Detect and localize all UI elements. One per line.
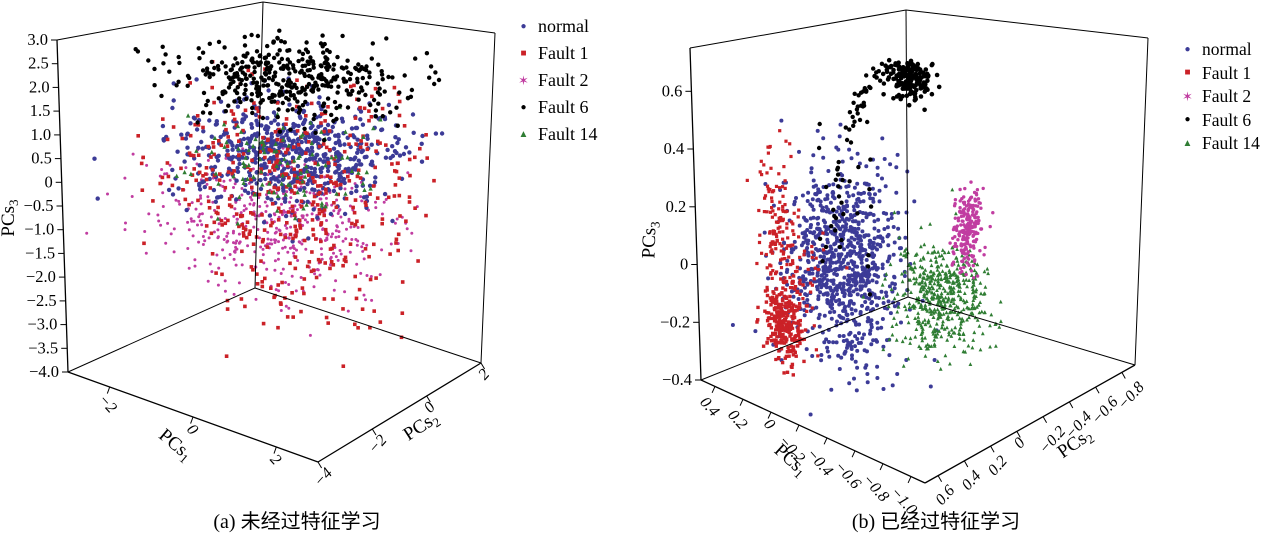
legend-item-label: Fault 14 bbox=[538, 124, 598, 144]
legend-plot-a: ● normal ■ Fault 1 ✶ Fault 2 ● Fault 6 ▲ Fault 14 bbox=[516, 13, 598, 148]
legend-item-normal: ● normal bbox=[1180, 38, 1260, 62]
z-tick-label: −1.5 bbox=[25, 243, 55, 262]
z-tick-label: 0.5 bbox=[31, 149, 52, 168]
cluster-fault6-blob bbox=[874, 57, 942, 113]
cluster-fault6-scatter bbox=[816, 117, 874, 297]
legend-item-label: normal bbox=[1202, 39, 1252, 60]
legend-item-fault-1: ■ Fault 1 bbox=[1180, 62, 1260, 86]
z-tick-label: −4.0 bbox=[29, 362, 59, 381]
z-tick-label: −0.2 bbox=[660, 312, 690, 331]
legend-item-fault-14: ▲ Fault 14 bbox=[1180, 132, 1260, 156]
cluster-fault1-blob bbox=[755, 262, 809, 377]
legend-item-label: Fault 1 bbox=[538, 43, 589, 63]
z-tick-label: 0.2 bbox=[666, 197, 687, 216]
z-tick-label: −2.0 bbox=[26, 267, 56, 286]
legend-item-label: Fault 1 bbox=[1202, 62, 1252, 83]
x-tick-label: 0.2 bbox=[724, 407, 750, 433]
cluster-normal-cloud bbox=[92, 76, 445, 244]
star-marker-icon: ✶ bbox=[518, 73, 529, 88]
x-tick-label: −2 bbox=[95, 391, 120, 416]
y-tick-label: −4 bbox=[311, 465, 336, 490]
z-tick-label: 1.5 bbox=[30, 101, 51, 120]
y-axis-title: PCs2 bbox=[400, 407, 444, 447]
z-tick-label: 1.0 bbox=[30, 125, 51, 144]
circle-marker-icon: ● bbox=[1184, 114, 1191, 126]
square-marker-icon: ■ bbox=[520, 47, 527, 59]
circle-marker-icon: ● bbox=[520, 20, 527, 32]
caption-plot-a: (a) 未经过特征学习 bbox=[213, 511, 381, 533]
y-tick-label: −2 bbox=[365, 432, 390, 457]
legend-item-fault-2: ✶ Fault 2 bbox=[1180, 85, 1260, 109]
z-axis-title: PCs3 bbox=[638, 221, 662, 259]
legend-item-fault-6: ● Fault 6 bbox=[516, 94, 598, 121]
square-marker-icon: ■ bbox=[1184, 67, 1191, 79]
y-tick-label: 0.2 bbox=[985, 453, 1011, 479]
cluster-fault1-scatter bbox=[771, 215, 849, 358]
z-tick-label: 0.4 bbox=[664, 139, 685, 158]
z-tick-label: −2.5 bbox=[27, 291, 57, 310]
cluster-fault6-band bbox=[133, 28, 442, 143]
x-tick-label: 0 bbox=[183, 421, 201, 438]
z-tick-label: −3.0 bbox=[27, 315, 57, 334]
plot-a: 3.0 2.5 2.0 1.5 1.0 0.5 0 −0.5 −1.0 −1.5 −2.0 −2.5 −… bbox=[0, 1, 496, 490]
triangle-marker-icon: ▲ bbox=[518, 128, 529, 140]
triangle-marker-icon: ▲ bbox=[1182, 137, 1193, 149]
z-tick-label: −1.0 bbox=[24, 220, 54, 239]
x-tick-label: 2 bbox=[266, 451, 284, 468]
z-tick-label: −0.5 bbox=[24, 196, 54, 215]
x-tick-label: 0.4 bbox=[696, 394, 722, 420]
x-axis-title: PCs1 bbox=[769, 440, 812, 482]
legend-plot-b: ● normal ■ Fault 1 ✶ Fault 2 ● Fault 6 ▲ Fault 14 bbox=[1180, 38, 1260, 156]
legend-item-fault-6: ● Fault 6 bbox=[1180, 109, 1260, 133]
z-tick-label: 0 bbox=[680, 255, 688, 274]
axes-lines bbox=[56, 39, 482, 463]
legend-item-fault-1: ■ Fault 1 bbox=[516, 40, 598, 67]
y-tick-label: 0.4 bbox=[959, 467, 985, 493]
z-axis-title: PCs3 bbox=[0, 199, 21, 236]
legend-item-fault-2: ✶ Fault 2 bbox=[516, 67, 598, 94]
box-edges bbox=[56, 1, 496, 373]
z-tick-label: 3.0 bbox=[27, 30, 48, 49]
legend-item-label: Fault 14 bbox=[1202, 133, 1260, 154]
legend-item-label: normal bbox=[538, 16, 589, 36]
x-tick-label: −0.4 bbox=[803, 445, 836, 479]
star-marker-icon: ✶ bbox=[1182, 89, 1193, 105]
legend-item-fault-14: ▲ Fault 14 bbox=[516, 121, 598, 148]
legend-item-label: Fault 2 bbox=[538, 70, 589, 90]
legend-item-label: Fault 2 bbox=[1202, 86, 1252, 107]
box-edges bbox=[689, 9, 1149, 381]
z-tick-label: 2.0 bbox=[29, 77, 50, 96]
caption-plot-b: (b) 已经过特征学习 bbox=[851, 511, 1021, 533]
cluster-fault14-cloud bbox=[174, 89, 383, 226]
cluster-fault1-column bbox=[745, 129, 802, 362]
legend-item-normal: ● normal bbox=[516, 13, 598, 40]
x-tick-label: −0.6 bbox=[831, 458, 864, 492]
y-tick-label: −0.8 bbox=[1115, 379, 1148, 413]
legend-item-label: Fault 6 bbox=[538, 97, 589, 117]
plot-b: 0.60.40.20−0.2−0.40.4 0.2 0−0.2−0.4−0.6−0.… bbox=[638, 9, 1149, 518]
x-tick-label: −0.8 bbox=[859, 471, 892, 505]
circle-marker-icon: ● bbox=[1184, 43, 1191, 55]
z-tick-label: 2.5 bbox=[28, 54, 49, 73]
z-tick-label: 0 bbox=[44, 172, 52, 191]
z-tick-label: −3.5 bbox=[28, 338, 58, 357]
cluster-fault2-blob bbox=[948, 180, 995, 280]
z-tick-label: −0.4 bbox=[662, 370, 692, 389]
z-tick-label: 0.6 bbox=[662, 81, 683, 100]
axes-lines bbox=[689, 47, 1136, 484]
circle-marker-icon: ● bbox=[520, 101, 527, 113]
legend-item-label: Fault 6 bbox=[1202, 109, 1252, 130]
cluster-fault14-cloud bbox=[861, 187, 1003, 371]
x-tick-label: 0 bbox=[760, 416, 778, 433]
